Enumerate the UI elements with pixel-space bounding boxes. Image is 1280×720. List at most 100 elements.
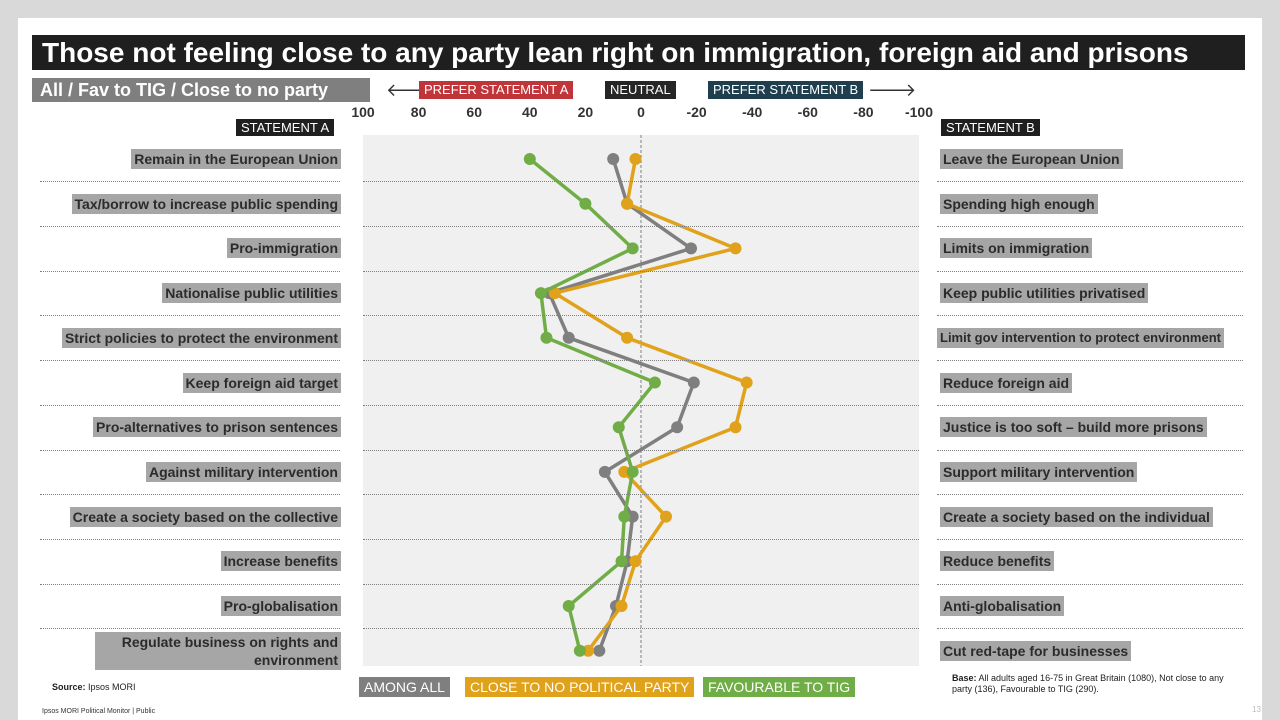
data-point [618,510,631,523]
row-separator [363,404,919,406]
data-point [648,376,661,389]
data-point [534,287,547,300]
row-separator [363,315,919,317]
source-note: Source: Ipsos MORI [52,682,136,693]
statement-b-label: Justice is too soft – build more prisons [940,417,1207,438]
data-point [523,153,536,165]
data-point [618,465,631,478]
legend-close-to-no-party: CLOSE TO NO POLITICAL PARTY [465,677,695,697]
row-separator [40,583,340,585]
row-separator [40,404,340,406]
row-separator [937,628,1243,630]
statement-a-label: Keep foreign aid target [182,372,341,393]
row-separator [937,494,1243,496]
data-point [582,644,595,657]
base-note: Base: All adults aged 16-75 in Great Bri… [952,673,1232,695]
row-separator [363,538,919,540]
data-point [671,421,684,434]
statement-a-label: Regulate business on rights and environm… [95,631,341,670]
base-label: Base: [952,673,977,683]
source-label: Source: [52,682,86,692]
neutral-tag: NEUTRAL [605,81,676,99]
statement-b-header: STATEMENT B [941,119,1040,136]
data-point [685,242,698,255]
row-separator [937,449,1243,451]
row-separator [363,449,919,451]
row-separator [363,226,919,228]
statement-b-label: Keep public utilities privatised [940,283,1149,304]
statement-a-label: Nationalise public utilities [162,283,341,304]
row-separator [40,538,340,540]
base-text: All adults aged 16-75 in Great Britain (… [952,673,1224,694]
x-tick-label: -40 [742,104,762,120]
statement-a-label: Increase benefits [220,551,341,572]
statement-a-label: Pro-alternatives to prison sentences [93,417,341,438]
x-tick-label: 40 [522,104,538,120]
data-point [740,376,753,389]
legend-favourable-to-tig: FAVOURABLE TO TIG [703,677,856,697]
row-separator [40,494,340,496]
prefer-statement-a-tag: PREFER STATEMENT A [419,81,574,99]
data-point [607,153,620,165]
row-separator [40,628,340,630]
data-point [621,331,634,344]
arrow-right-icon: 🡒 [868,80,917,100]
data-point [629,555,642,568]
source-value: Ipsos MORI [85,682,136,692]
row-separator [937,583,1243,585]
statement-b-label: Spending high enough [940,193,1098,214]
data-point [579,197,592,210]
row-separator [40,360,340,362]
page-number: 13 [1252,705,1261,714]
row-separator [40,270,340,272]
data-point [615,555,628,568]
x-tick-label: 20 [578,104,594,120]
slide-title: Those not feeling close to any party lea… [32,35,1245,70]
data-point [598,465,611,478]
row-separator [363,583,919,585]
data-point [562,600,575,612]
statement-a-label: Create a society based on the collective [69,506,341,527]
row-separator [937,270,1243,272]
x-tick-label: 60 [466,104,482,120]
row-separator [363,628,919,630]
row-separator [937,360,1243,362]
prefer-statement-b-tag: PREFER STATEMENT B [708,81,864,99]
data-point [615,600,628,612]
row-separator [363,494,919,496]
x-tick-label: 80 [411,104,427,120]
row-separator [363,270,919,272]
x-tick-label: -100 [905,104,933,120]
statement-b-label: Reduce benefits [940,551,1055,572]
statement-b-label: Support military intervention [940,461,1138,482]
statement-a-label: Strict policies to protect the environme… [61,327,341,348]
data-point [626,510,639,523]
legend-among-all: AMONG ALL [359,677,450,697]
x-tick-label: 0 [637,104,645,120]
statement-b-label: Cut red-tape for businesses [940,640,1132,661]
statement-b-label: Create a society based on the individual [940,506,1213,527]
row-separator [40,181,340,183]
row-separator [937,181,1243,183]
statement-a-label: Tax/borrow to increase public spending [71,193,341,214]
data-point [612,421,625,434]
data-point [548,287,561,300]
data-point [562,331,575,344]
data-point [626,242,639,255]
x-tick-label: 100 [351,104,375,120]
data-point [629,153,642,165]
statement-b-label: Reduce foreign aid [940,372,1073,393]
row-separator [40,449,340,451]
x-tick-label: -80 [853,104,873,120]
data-point [540,331,553,344]
data-point [687,376,700,389]
data-point [729,421,742,434]
statement-b-label: Limits on immigration [940,238,1093,259]
row-separator [937,404,1243,406]
row-separator [937,315,1243,317]
row-separator [937,538,1243,540]
data-point [626,465,639,478]
statement-a-header: STATEMENT A [236,119,335,136]
row-separator [40,315,340,317]
